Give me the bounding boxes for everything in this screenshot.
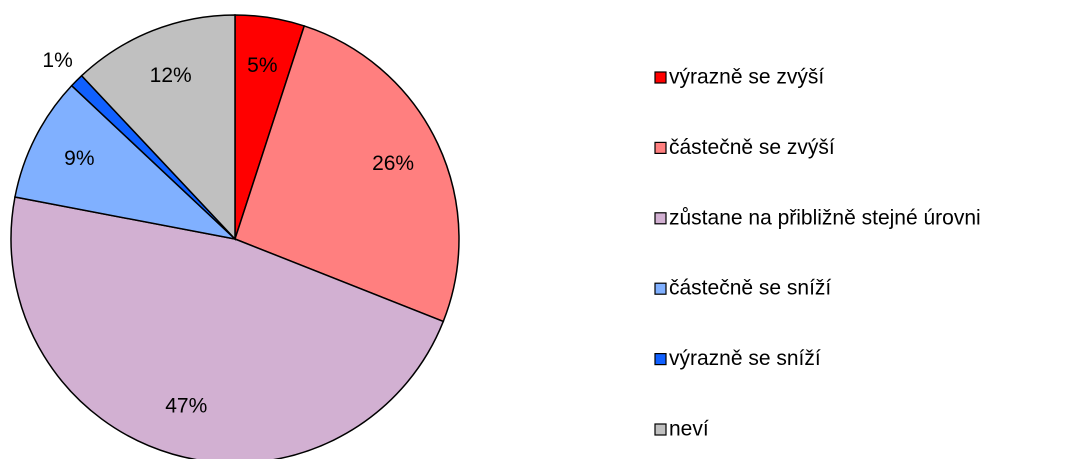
legend-swatch [654, 353, 667, 366]
legend-label: výrazně se zvýší [669, 66, 824, 89]
legend-label: neví [669, 418, 709, 441]
pie-slice [234, 25, 460, 323]
data-label: 12% [150, 64, 192, 87]
data-label: 47% [165, 394, 207, 417]
data-label: 9% [64, 147, 94, 170]
legend-label: částečně se sníží [669, 277, 831, 300]
pie-slice [10, 196, 445, 464]
data-label: 26% [372, 152, 414, 175]
legend-label: výrazně se sníží [669, 347, 821, 370]
pie-slice [80, 14, 236, 241]
legend-swatch [654, 212, 667, 225]
legend-label: zůstane na přibližně stejné úrovni [669, 206, 981, 229]
data-label: 5% [247, 54, 277, 77]
legend-swatch [654, 423, 667, 436]
legend-swatch [654, 141, 667, 154]
data-label: 1% [42, 49, 72, 72]
legend-swatch [654, 282, 667, 295]
legend-swatch [654, 71, 667, 84]
pie-slice [14, 84, 238, 241]
legend-label: částečně se zvýší [669, 136, 835, 159]
